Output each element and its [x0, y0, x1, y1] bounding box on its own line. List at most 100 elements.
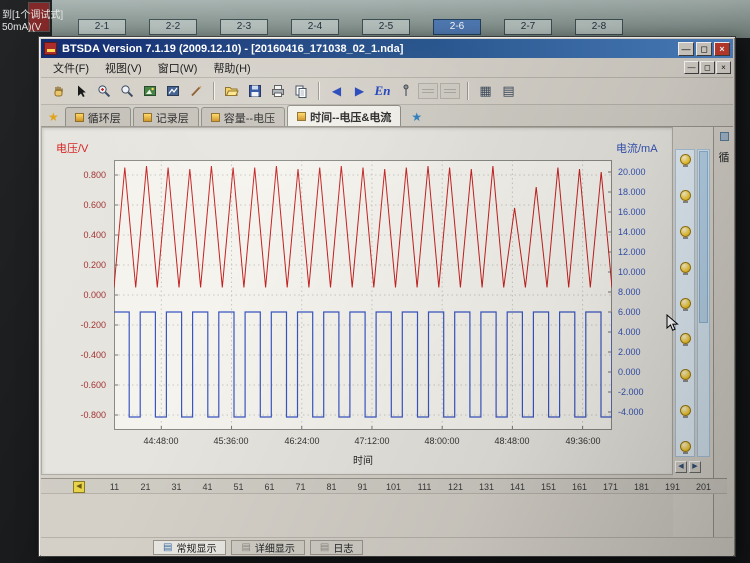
scroll-right-button[interactable]: ▶	[689, 461, 701, 473]
plot-area[interactable]	[113, 160, 613, 430]
left-tick: 0.200	[83, 260, 106, 270]
tab-cycle-layer[interactable]: 循环层	[64, 107, 131, 126]
panel-vertical-scrollbar[interactable]	[697, 149, 710, 457]
window-title: BTSDA Version 7.1.19 (2009.12.10) - [201…	[62, 42, 404, 55]
background-text-fragment-2: 50mA)(V	[2, 22, 42, 33]
x-tick: 46:24:00	[284, 436, 320, 446]
channel-bulb-panel[interactable]	[675, 149, 695, 457]
bulb-icon[interactable]	[679, 441, 691, 454]
close-button[interactable]: ×	[714, 41, 730, 56]
panel-scroll-arrows: ◀ ▶	[675, 461, 701, 473]
app-icon[interactable]	[44, 42, 57, 55]
mdi-minimize-button[interactable]: —	[684, 61, 699, 74]
left-axis-title: 电压/V	[56, 143, 89, 155]
right-tick: 14.000	[618, 227, 646, 237]
pointer-icon[interactable]	[70, 81, 91, 102]
bulb-icon[interactable]	[679, 405, 691, 419]
bulb-icon[interactable]	[679, 154, 691, 167]
left-tick: 0.600	[83, 200, 106, 210]
channel-tab-2-8[interactable]: 2-8	[575, 19, 623, 35]
maximize-button[interactable]: ◻	[696, 41, 712, 56]
channel-tab-2-3[interactable]: 2-3	[220, 19, 268, 35]
mdi-close-button[interactable]: ×	[716, 61, 731, 74]
right-tick: 8.000	[618, 287, 641, 297]
tab-icon	[74, 113, 84, 122]
next-record-button[interactable]: ▶	[354, 84, 365, 98]
right-axis-title: 电流/mA	[616, 143, 658, 155]
ruler-marker[interactable]: ◀	[73, 481, 85, 493]
pin-marker-icon[interactable]	[395, 81, 416, 102]
ruler-number: 51	[233, 482, 244, 492]
right-tick: 20.000	[618, 167, 646, 177]
x-tick: 48:00:00	[424, 436, 460, 446]
tab-detail-display[interactable]: ▤ 详细显示	[231, 539, 305, 555]
x-tick: 49:36:00	[565, 436, 601, 446]
bulb-icon[interactable]	[679, 333, 691, 347]
btsda-window: BTSDA Version 7.1.19 (2009.12.10) - [201…	[38, 36, 736, 557]
title-bar: BTSDA Version 7.1.19 (2009.12.10) - [201…	[41, 39, 733, 58]
ruler-number: 161	[571, 482, 588, 492]
copy-icon[interactable]	[290, 81, 311, 102]
channel-tab-2-6[interactable]: 2-6	[433, 19, 481, 35]
list-report-icon[interactable]: ▤	[502, 83, 515, 98]
mouse-cursor	[666, 313, 682, 337]
annotate-line-icon[interactable]	[185, 81, 206, 102]
bulb-icon[interactable]	[679, 369, 691, 383]
ruler-number: 101	[385, 482, 402, 492]
menu-view[interactable]: 视图(V)	[105, 62, 142, 75]
favorite-star-icon[interactable]: ★	[48, 110, 59, 124]
channel-tab-2-2[interactable]: 2-2	[149, 19, 197, 35]
tab-record-layer[interactable]: 记录层	[132, 107, 199, 126]
open-file-icon[interactable]	[221, 81, 242, 102]
mdi-controls: — ◻ ×	[684, 61, 733, 74]
x-tick: 48:48:00	[494, 436, 530, 446]
channel-tab-2-4[interactable]: 2-4	[291, 19, 339, 35]
x-tick: 47:12:00	[354, 436, 390, 446]
collapsed-dock-strip[interactable]: 循	[713, 127, 734, 537]
prev-record-button[interactable]: ◀	[331, 84, 342, 98]
menu-file[interactable]: 文件(F)	[53, 62, 90, 75]
bulb-icon[interactable]	[679, 189, 691, 203]
grid-report-icon[interactable]: ▦	[479, 83, 492, 98]
zoom-in-icon[interactable]	[93, 81, 114, 102]
right-tick: -4.000	[618, 407, 644, 417]
disabled-tool-button-2	[440, 83, 460, 99]
tab-time-voltage-current[interactable]: 时间--电压&电流	[287, 105, 402, 126]
left-tick: -0.600	[80, 380, 106, 390]
tab-capacity-voltage[interactable]: 容量--电压	[200, 107, 286, 126]
channel-tab-2-7[interactable]: 2-7	[504, 19, 552, 35]
zoom-icon[interactable]	[116, 81, 137, 102]
bulb-icon[interactable]	[679, 297, 691, 311]
save-icon[interactable]	[244, 81, 265, 102]
record-ruler[interactable]: ◀ 11 21 31 41 51 61 71 81 91 101 111 121…	[41, 478, 727, 494]
bottom-tab-bar: ▤ 常规显示 ▤ 详细显示 ▤ 日志	[41, 537, 733, 556]
bottom-tab-label: 常规显示	[176, 543, 217, 555]
pan-hand-icon[interactable]	[47, 81, 68, 102]
tab-normal-display[interactable]: ▤ 常规显示	[153, 539, 227, 555]
display-tab-icon: ▤	[241, 541, 251, 553]
snapshot-icon[interactable]	[139, 81, 160, 102]
language-toggle-button[interactable]: En	[374, 83, 391, 98]
chart-panel: 电压/V 电流/mA 0.800 0.600 0.400 0.200 0.000…	[41, 127, 673, 475]
left-tick: 0.800	[83, 170, 106, 180]
menu-window[interactable]: 窗口(W)	[157, 62, 198, 75]
tab-log[interactable]: ▤ 日志	[309, 539, 364, 555]
ruler-number: 151	[540, 482, 557, 492]
mdi-restore-button[interactable]: ◻	[700, 61, 715, 74]
ruler-number: 91	[357, 482, 368, 492]
print-icon[interactable]	[267, 81, 288, 102]
sparkle-icon[interactable]: ★	[411, 110, 423, 124]
scrollbar-thumb[interactable]	[699, 151, 708, 323]
ruler-number: 201	[695, 482, 712, 492]
menu-help[interactable]: 帮助(H)	[213, 62, 251, 75]
bulb-icon[interactable]	[679, 225, 691, 239]
channel-tab-2-5[interactable]: 2-5	[362, 19, 410, 35]
minimize-button[interactable]: —	[678, 41, 694, 56]
toolbar-separator	[213, 82, 214, 100]
scroll-left-button[interactable]: ◀	[675, 461, 687, 473]
bulb-icon[interactable]	[679, 261, 691, 275]
channel-tab-2-1[interactable]: 2-1	[78, 19, 126, 35]
tab-icon	[142, 113, 152, 122]
ruler-number: 71	[295, 482, 306, 492]
graph-view-icon[interactable]	[162, 81, 183, 102]
